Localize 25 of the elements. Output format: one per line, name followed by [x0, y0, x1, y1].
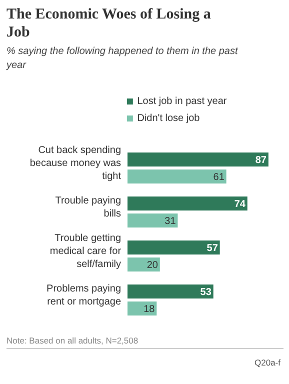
data-label: 61 — [213, 172, 225, 183]
legend-label: Didn't lose job — [137, 113, 200, 124]
data-label: 31 — [164, 216, 176, 227]
text: Q20a-f — [254, 358, 282, 368]
bar — [128, 240, 220, 254]
data-label: 53 — [200, 287, 212, 298]
text: Note: Based on all adults, N=2,508 — [6, 336, 138, 346]
bar — [128, 170, 226, 184]
bar — [128, 214, 178, 228]
y-tick-label: Trouble paying bills — [55, 196, 122, 220]
y-tick-label: Trouble getting medical care for self/family — [50, 233, 122, 270]
y-tick-label: Problems paying rent or mortgage — [46, 284, 122, 308]
legend-label: Lost job in past year — [137, 96, 228, 107]
bar — [128, 258, 160, 272]
bar — [128, 284, 214, 298]
bar — [128, 152, 268, 166]
data-label: 18 — [144, 304, 156, 315]
y-tick-label: Cut back spending because money was tight — [30, 145, 122, 182]
data-label: 20 — [146, 260, 158, 271]
chart-title: The Economic Woes of Losing a Job — [6, 6, 212, 40]
data-label: 74 — [234, 199, 246, 210]
chart-subtitle: % saying the following happened to them in the past year — [6, 46, 239, 71]
data-label: 87 — [255, 155, 267, 166]
data-label: 57 — [206, 243, 218, 254]
bar — [128, 196, 248, 210]
